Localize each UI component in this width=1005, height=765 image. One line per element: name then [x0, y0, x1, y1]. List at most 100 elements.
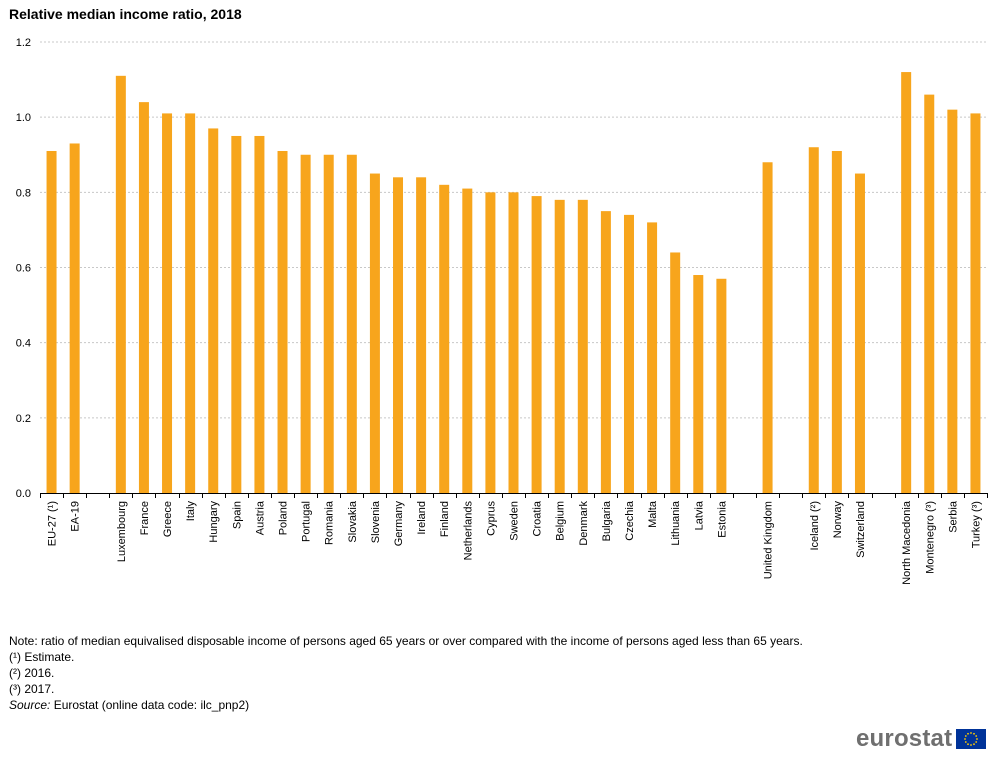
flag-star [967, 732, 970, 735]
flag-star [975, 741, 978, 743]
bar [300, 154, 311, 493]
bar [577, 199, 588, 493]
x-tick-label: Latvia [693, 500, 705, 530]
y-tick-label: 0.2 [16, 413, 31, 425]
y-tick-label: 0.6 [16, 263, 31, 275]
bar [323, 154, 334, 493]
bar [416, 177, 427, 494]
x-tick-label: Belgium [555, 501, 567, 541]
bar [508, 192, 519, 494]
x-tick-label: Greece [162, 501, 174, 537]
x-tick-label: Montenegro (³) [924, 501, 936, 574]
x-tick-label: Denmark [578, 501, 590, 546]
note-text: Note: ratio of median equivalised dispos… [9, 634, 803, 648]
x-tick-label: Romania [324, 500, 336, 545]
bar [670, 252, 681, 493]
x-tick-label: Hungary [208, 501, 220, 543]
bar [369, 173, 380, 493]
bar [69, 143, 80, 493]
flag-star [970, 732, 973, 734]
x-tick-label: Iceland (²) [809, 501, 821, 551]
eurostat-logo: eurostat [856, 725, 987, 752]
footnote-2017: (³) 2017. [9, 682, 55, 696]
bar [393, 177, 404, 494]
source-label: Source: [9, 698, 51, 712]
x-tick-label: Finland [439, 501, 451, 537]
x-tick-label: North Macedonia [901, 500, 913, 585]
y-tick-label: 0.4 [16, 338, 31, 350]
x-tick-label: Serbia [947, 500, 959, 533]
bar [138, 102, 149, 493]
bar [831, 150, 842, 493]
x-tick-label: Malta [647, 500, 659, 528]
x-tick-label: EA-19 [70, 501, 82, 532]
x-tick-label: Ireland [416, 501, 428, 535]
chart-title: Relative median income ratio, 2018 [9, 6, 242, 22]
y-tick-label: 1.2 [16, 37, 31, 49]
footnote-estimate: (¹) Estimate. [9, 650, 75, 664]
bar [693, 275, 704, 493]
bar [970, 113, 981, 494]
bar [185, 113, 196, 494]
bar [854, 173, 865, 493]
x-tick-label: United Kingdom [763, 501, 775, 579]
bar [439, 184, 450, 494]
x-tick-label: Netherlands [462, 501, 474, 561]
x-tick-label: Switzerland [855, 501, 867, 558]
bar [231, 135, 242, 494]
flag-star [976, 738, 979, 740]
flag-star [970, 744, 973, 746]
bar [808, 147, 819, 493]
flag-star [975, 735, 978, 737]
x-tick-label: Slovenia [370, 500, 382, 543]
x-tick-label: Germany [393, 501, 405, 547]
chart-notes: Note: ratio of median equivalised dispos… [9, 633, 803, 713]
bar [901, 72, 912, 494]
source-text: Eurostat (online data code: ilc_pnp2) [50, 698, 250, 712]
bar [254, 135, 265, 494]
x-tick-label: Sweden [509, 501, 521, 541]
x-tick-label: Lithuania [670, 500, 682, 546]
x-tick-label: Spain [231, 501, 243, 529]
bar [462, 188, 473, 493]
logo-text: eurostat [856, 725, 953, 752]
x-tick-label: Croatia [532, 500, 544, 536]
bar [277, 150, 288, 493]
y-tick-label: 1.0 [16, 112, 31, 124]
y-tick-label: 0.0 [16, 488, 31, 500]
bar [924, 94, 935, 493]
footnote-2016: (²) 2016. [9, 666, 55, 680]
bar [531, 196, 542, 493]
x-tick-label: Luxembourg [116, 501, 128, 562]
flag-star [964, 738, 967, 740]
bar [346, 154, 357, 493]
bar [716, 278, 727, 493]
bars [46, 72, 981, 494]
x-tick-label: Portugal [301, 501, 313, 542]
flag-star [967, 743, 970, 746]
eu-flag-icon [956, 729, 987, 749]
x-tick-label: Estonia [716, 500, 728, 538]
bar-chart: 0.0 0.2 0.4 0.6 0.8 1.0 1.2 EU-27 (¹) EA-19 Luxe… [16, 37, 988, 585]
y-tick-label: 0.8 [16, 187, 31, 199]
bar [600, 211, 611, 493]
x-tick-label: France [139, 501, 151, 535]
x-tick-label: Bulgaria [601, 500, 613, 541]
x-tick-label: Turkey (³) [970, 501, 982, 548]
bar [623, 214, 634, 493]
x-tick-label: Slovakia [347, 500, 359, 542]
x-tick-label: EU-27 (¹) [47, 501, 59, 546]
bar [162, 113, 173, 494]
bar [208, 128, 219, 494]
bar [762, 162, 773, 493]
x-tick-label: Norway [832, 501, 844, 539]
x-tick-label: Czechia [624, 500, 636, 541]
bar [115, 75, 126, 493]
x-tick-label: Poland [278, 501, 290, 535]
bar [46, 150, 57, 493]
x-tick-label: Austria [254, 500, 266, 535]
bar [485, 192, 496, 494]
flag-star [973, 743, 976, 746]
flag-star [965, 741, 968, 743]
axes: 0.0 0.2 0.4 0.6 0.8 1.0 1.2 [16, 37, 988, 500]
